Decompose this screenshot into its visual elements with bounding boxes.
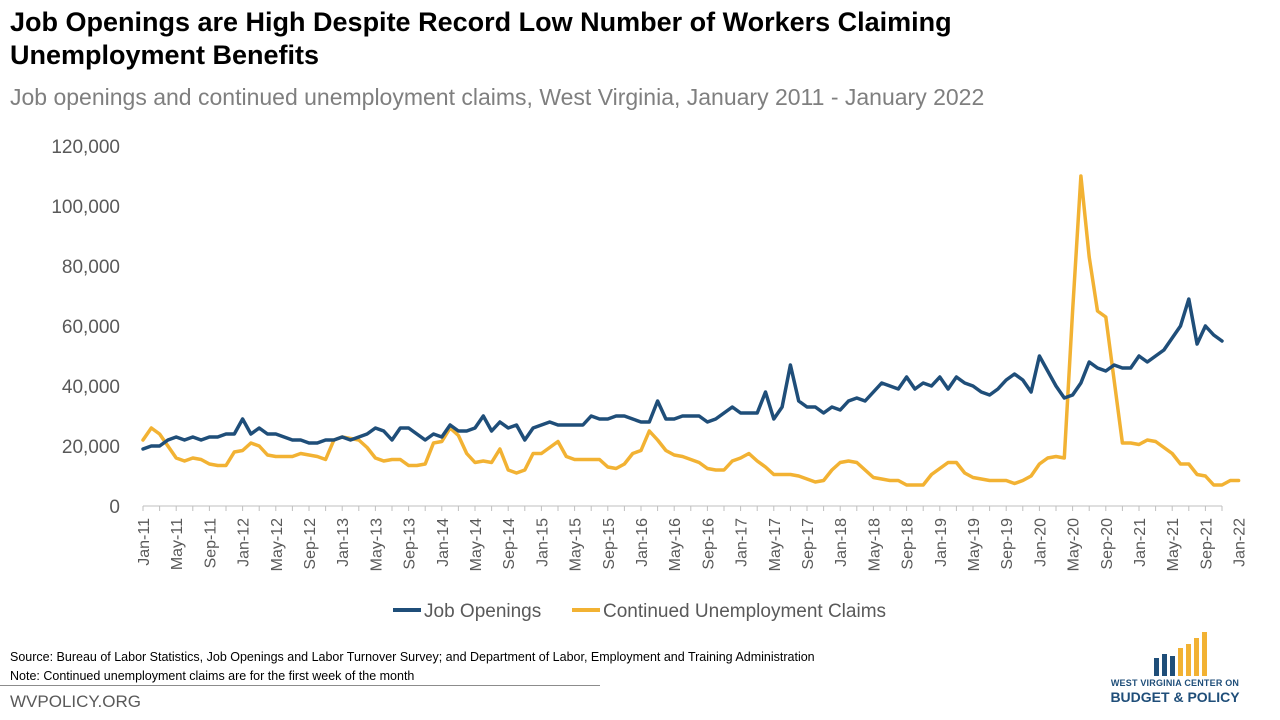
x-tick-label: Jan-19 (933, 518, 950, 567)
x-tick-label: May-14 (468, 518, 485, 571)
chart-title: Job Openings are High Despite Record Low… (10, 7, 952, 70)
legend: Job Openings Continued Unemployment Claim… (393, 601, 886, 622)
y-tick-label: 60,000 (62, 317, 120, 338)
x-tick-label: Jan-22 (1232, 518, 1249, 567)
legend-label: Continued Unemployment Claims (603, 601, 886, 622)
x-tick-label: May-17 (767, 518, 784, 571)
x-tick-label: Sep-19 (999, 518, 1016, 570)
x-tick-label: May-18 (866, 518, 883, 571)
x-tick-label: Jan-16 (634, 518, 651, 567)
x-tick-label: May-21 (1165, 518, 1182, 571)
y-tick-label: 20,000 (62, 437, 120, 458)
organization-logo: WEST VIRGINIA CENTER ON BUDGET & POLICY (1096, 622, 1256, 714)
x-tick-label: Jan-17 (734, 518, 751, 567)
y-axis-ticks: 0 20,000 40,000 60,000 80,000 100,000 120,000 (51, 137, 120, 518)
x-tick-label: Sep-15 (601, 518, 618, 570)
logo-text-bottom: BUDGET & POLICY (1110, 689, 1240, 705)
x-tick-label: Sep-18 (900, 518, 917, 570)
x-tick-label: Sep-17 (800, 518, 817, 570)
chart-subtitle: Job openings and continued unemployment … (10, 84, 985, 110)
y-tick-label: 120,000 (51, 137, 120, 158)
x-tick-label: Jan-21 (1132, 518, 1149, 567)
x-tick-label: Sep-13 (402, 518, 419, 570)
x-tick-label: Jan-18 (833, 518, 850, 567)
x-tick-label: Jan-15 (534, 518, 551, 567)
x-tick-label: Sep-16 (700, 518, 717, 570)
footnote: Note: Continued unemployment claims are … (10, 669, 415, 683)
x-tick-label: Jan-13 (335, 518, 352, 567)
x-tick-label: Sep-21 (1198, 518, 1215, 570)
legend-label: Job Openings (424, 601, 541, 622)
website-url: WVPOLICY.ORG (10, 692, 141, 711)
x-tick-label: Sep-12 (302, 518, 319, 570)
series-line-job-openings (141, 297, 1224, 451)
x-tick-label: May-16 (667, 518, 684, 571)
x-tick-label: Sep-11 (202, 518, 219, 569)
x-tick-label: Sep-20 (1099, 518, 1116, 570)
bar-logo-icon (1154, 632, 1207, 676)
x-tick-label: Jan-11 (136, 518, 153, 566)
x-tick-label: May-13 (368, 518, 385, 571)
y-tick-label: 0 (109, 497, 120, 518)
y-tick-label: 80,000 (62, 257, 120, 278)
logo-text-top: WEST VIRGINIA CENTER ON (1110, 678, 1240, 688)
y-tick-label: 100,000 (51, 197, 120, 218)
x-tick-label: May-11 (169, 518, 186, 570)
x-axis: Jan-11 May-11 Sep-11 Jan-12 May-12 Sep-12 Jan-… (136, 505, 1249, 571)
series-lines (141, 174, 1241, 487)
y-tick-label: 40,000 (62, 377, 120, 398)
x-tick-label: Jan-12 (236, 518, 253, 567)
footer-divider (0, 685, 600, 686)
source-note: Source: Bureau of Labor Statistics, Job … (10, 650, 815, 664)
x-tick-label: May-20 (1066, 518, 1083, 571)
x-tick-label: Jan-14 (435, 518, 452, 567)
x-tick-label: Sep-14 (501, 518, 518, 570)
x-tick-label: May-19 (966, 518, 983, 571)
x-tick-label: May-12 (269, 518, 286, 571)
series-line-continued-claims (141, 174, 1241, 487)
x-tick-label: May-15 (568, 518, 585, 571)
x-tick-label: Jan-20 (1032, 518, 1049, 567)
line-chart: 020,00040,00060,00080,000100,000120,000 … (51, 137, 1249, 622)
